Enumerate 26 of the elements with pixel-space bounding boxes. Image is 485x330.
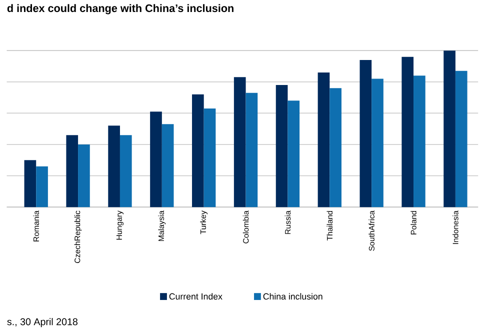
bar bbox=[288, 100, 300, 207]
bar bbox=[192, 94, 204, 207]
legend-label: China inclusion bbox=[263, 292, 322, 300]
chart-title: d index could change with China’s inclusion bbox=[7, 4, 234, 14]
bar bbox=[120, 134, 132, 207]
bar bbox=[108, 126, 120, 207]
bar bbox=[234, 77, 246, 207]
bar bbox=[66, 134, 78, 207]
bar bbox=[276, 84, 288, 207]
bar bbox=[24, 160, 36, 207]
bar bbox=[162, 124, 174, 207]
bar bbox=[455, 70, 468, 207]
bar bbox=[318, 72, 330, 207]
bar bbox=[150, 111, 162, 207]
legend-label: Current Index bbox=[169, 292, 222, 300]
bar bbox=[414, 75, 426, 207]
bar bbox=[36, 166, 48, 207]
bar bbox=[444, 50, 456, 207]
bar bbox=[204, 108, 216, 207]
bar bbox=[330, 88, 342, 207]
bar bbox=[360, 60, 372, 207]
text: s., 30 April 2018 bbox=[7, 318, 78, 328]
bar bbox=[246, 92, 258, 207]
bar bbox=[402, 56, 414, 207]
bar bbox=[372, 78, 384, 207]
bar bbox=[78, 144, 90, 207]
